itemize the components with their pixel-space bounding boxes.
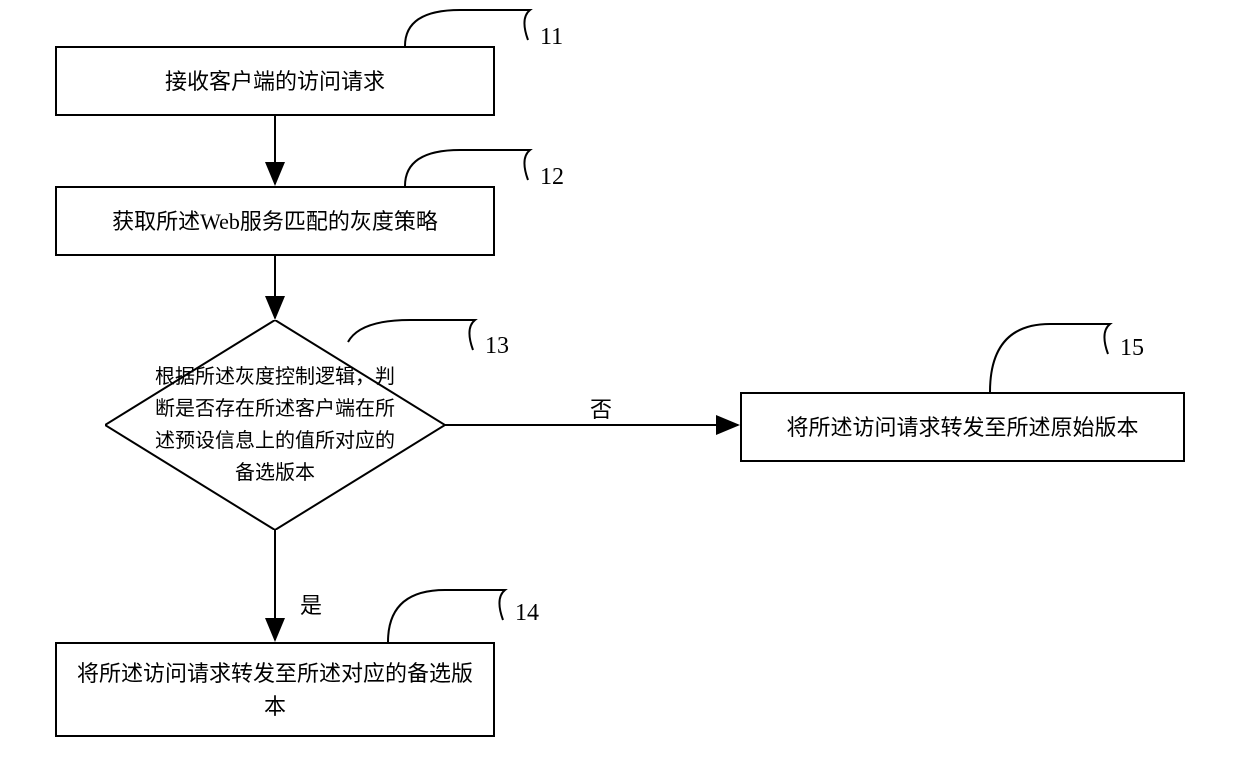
callout-curve-14: [388, 590, 505, 642]
callout-number-14: 14: [515, 600, 539, 627]
callout-number-11: 11: [540, 24, 563, 51]
callout-number-13: 13: [485, 333, 509, 360]
callout-curve-11: [405, 10, 530, 46]
process-box-14-text: 将所述访问请求转发至所述对应的备选版本: [69, 657, 481, 723]
process-box-15-text: 将所述访问请求转发至所述原始版本: [786, 411, 1138, 444]
decision-diamond-13: 根据所述灰度控制逻辑，判断是否存在所述客户端在所述预设信息上的值所对应的备选版本: [105, 320, 445, 530]
callout-curve-15: [990, 324, 1110, 392]
edge-label-no: 否: [590, 392, 612, 424]
callout-curve-12: [405, 150, 530, 186]
callout-number-12: 12: [540, 164, 564, 191]
process-box-11-text: 接收客户端的访问请求: [165, 65, 385, 98]
process-box-11: 接收客户端的访问请求: [55, 46, 495, 116]
decision-diamond-13-text: 根据所述灰度控制逻辑，判断是否存在所述客户端在所述预设信息上的值所对应的备选版本: [155, 361, 395, 489]
process-box-15: 将所述访问请求转发至所述原始版本: [740, 392, 1185, 462]
process-box-12-text: 获取所述Web服务匹配的灰度策略: [112, 205, 438, 238]
callout-number-15: 15: [1120, 335, 1144, 362]
process-box-12: 获取所述Web服务匹配的灰度策略: [55, 186, 495, 256]
edge-label-yes: 是: [300, 588, 322, 620]
process-box-14: 将所述访问请求转发至所述对应的备选版本: [55, 642, 495, 737]
